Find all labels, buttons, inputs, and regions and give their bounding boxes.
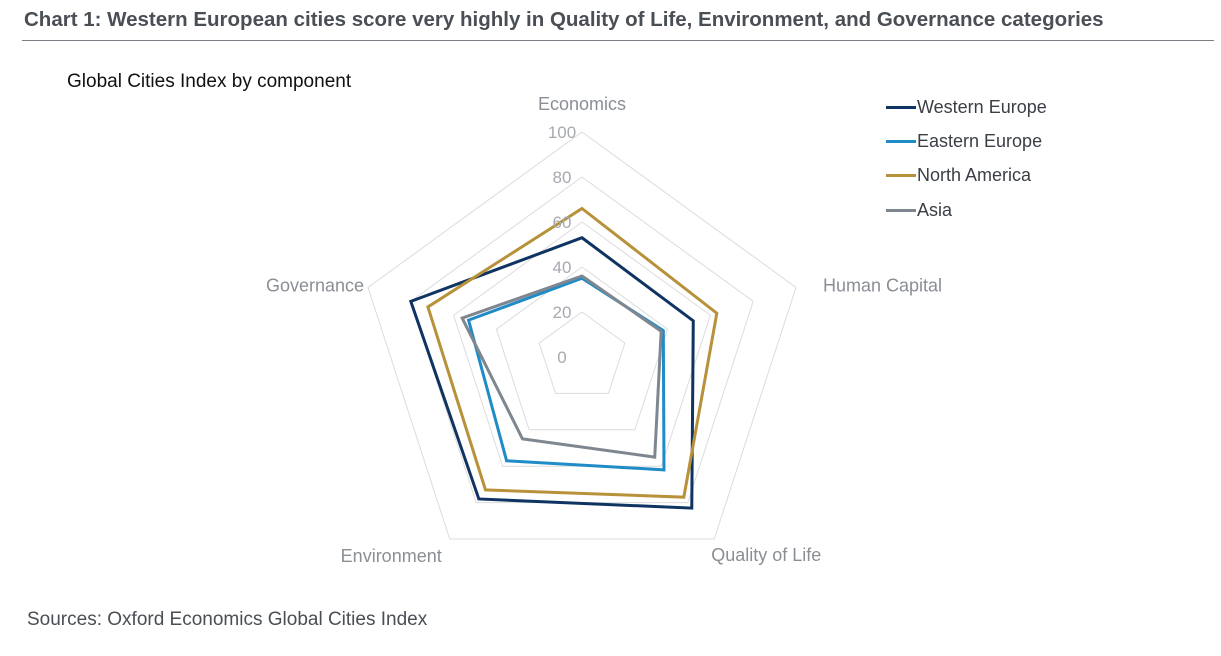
chart-header-title: Chart 1: Western European cities score v… (24, 8, 1104, 31)
axis-label-human-capital: Human Capital (823, 275, 942, 295)
radial-tick-label: 20 (553, 303, 572, 322)
chart-subtitle: Global Cities Index by component (67, 71, 352, 92)
header-divider (22, 40, 1214, 41)
radial-tick-label: 80 (553, 168, 572, 187)
series-line-asia (460, 274, 663, 459)
legend-label: Eastern Europe (917, 130, 1043, 151)
grid-ring (367, 131, 797, 540)
legend-swatch (886, 174, 916, 178)
series-line-north-america (426, 206, 719, 499)
series-line-western-europe (408, 236, 695, 510)
chart-legend: Western Europe Eastern Europe North Americ… (886, 90, 1047, 227)
legend-item: Western Europe (886, 90, 1047, 124)
radial-tick-label: 60 (553, 213, 572, 232)
radar-grid (367, 131, 797, 540)
source-note: Sources: Oxford Economics Global Cities … (27, 609, 428, 630)
radar-labels: 0 20 40 60 80 100 Economics Human Capital Qualit… (266, 94, 942, 566)
legend-swatch (886, 208, 916, 212)
radial-tick-label: 40 (553, 258, 572, 277)
legend-item: North America (886, 159, 1047, 193)
legend-label: Western Europe (917, 96, 1047, 117)
legend-item: Eastern Europe (886, 124, 1047, 158)
axis-label-environment: Environment (341, 546, 442, 566)
radar-series (408, 206, 719, 510)
grid-ring (538, 311, 626, 394)
legend-swatch (886, 139, 916, 143)
axis-label-economics: Economics (538, 94, 626, 114)
axis-label-quality-of-life: Quality of Life (711, 545, 821, 565)
axis-label-governance: Governance (266, 275, 364, 295)
grid-ring (495, 266, 669, 431)
legend-swatch (886, 105, 916, 109)
legend-item: Asia (886, 193, 1047, 227)
radial-tick-label: 100 (548, 123, 576, 142)
legend-label: Asia (917, 199, 953, 220)
radial-tick-label: 0 (557, 348, 566, 367)
legend-label: North America (917, 165, 1032, 186)
